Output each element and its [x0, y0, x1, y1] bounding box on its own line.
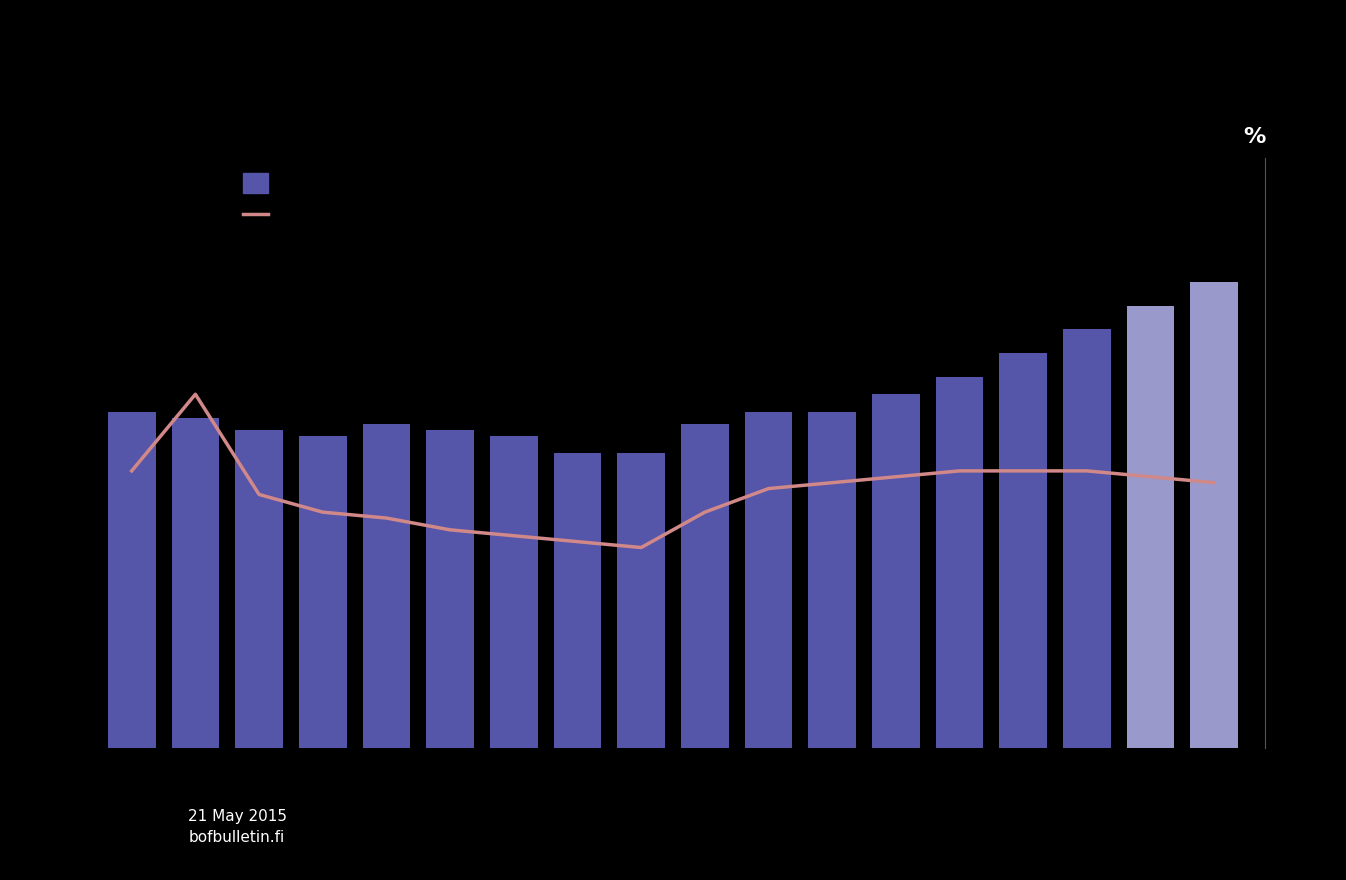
Bar — [299, 436, 347, 748]
Bar — [171, 418, 219, 748]
Bar — [935, 377, 984, 748]
Text: 21 May 2015
bofbulletin.fi: 21 May 2015 bofbulletin.fi — [188, 809, 288, 845]
Bar — [809, 412, 856, 748]
Bar — [236, 429, 283, 748]
Bar — [108, 412, 156, 748]
Bar — [490, 436, 537, 748]
Bar — [1063, 329, 1110, 748]
Bar — [427, 429, 474, 748]
Bar — [362, 424, 411, 748]
Bar — [1190, 282, 1238, 748]
Bar — [1127, 306, 1175, 748]
Bar — [744, 412, 793, 748]
Bar — [999, 353, 1047, 748]
Bar — [872, 394, 919, 748]
Bar — [681, 424, 728, 748]
Legend: , : , — [244, 172, 273, 227]
Text: %: % — [1242, 127, 1265, 147]
Bar — [553, 453, 602, 748]
Bar — [618, 453, 665, 748]
